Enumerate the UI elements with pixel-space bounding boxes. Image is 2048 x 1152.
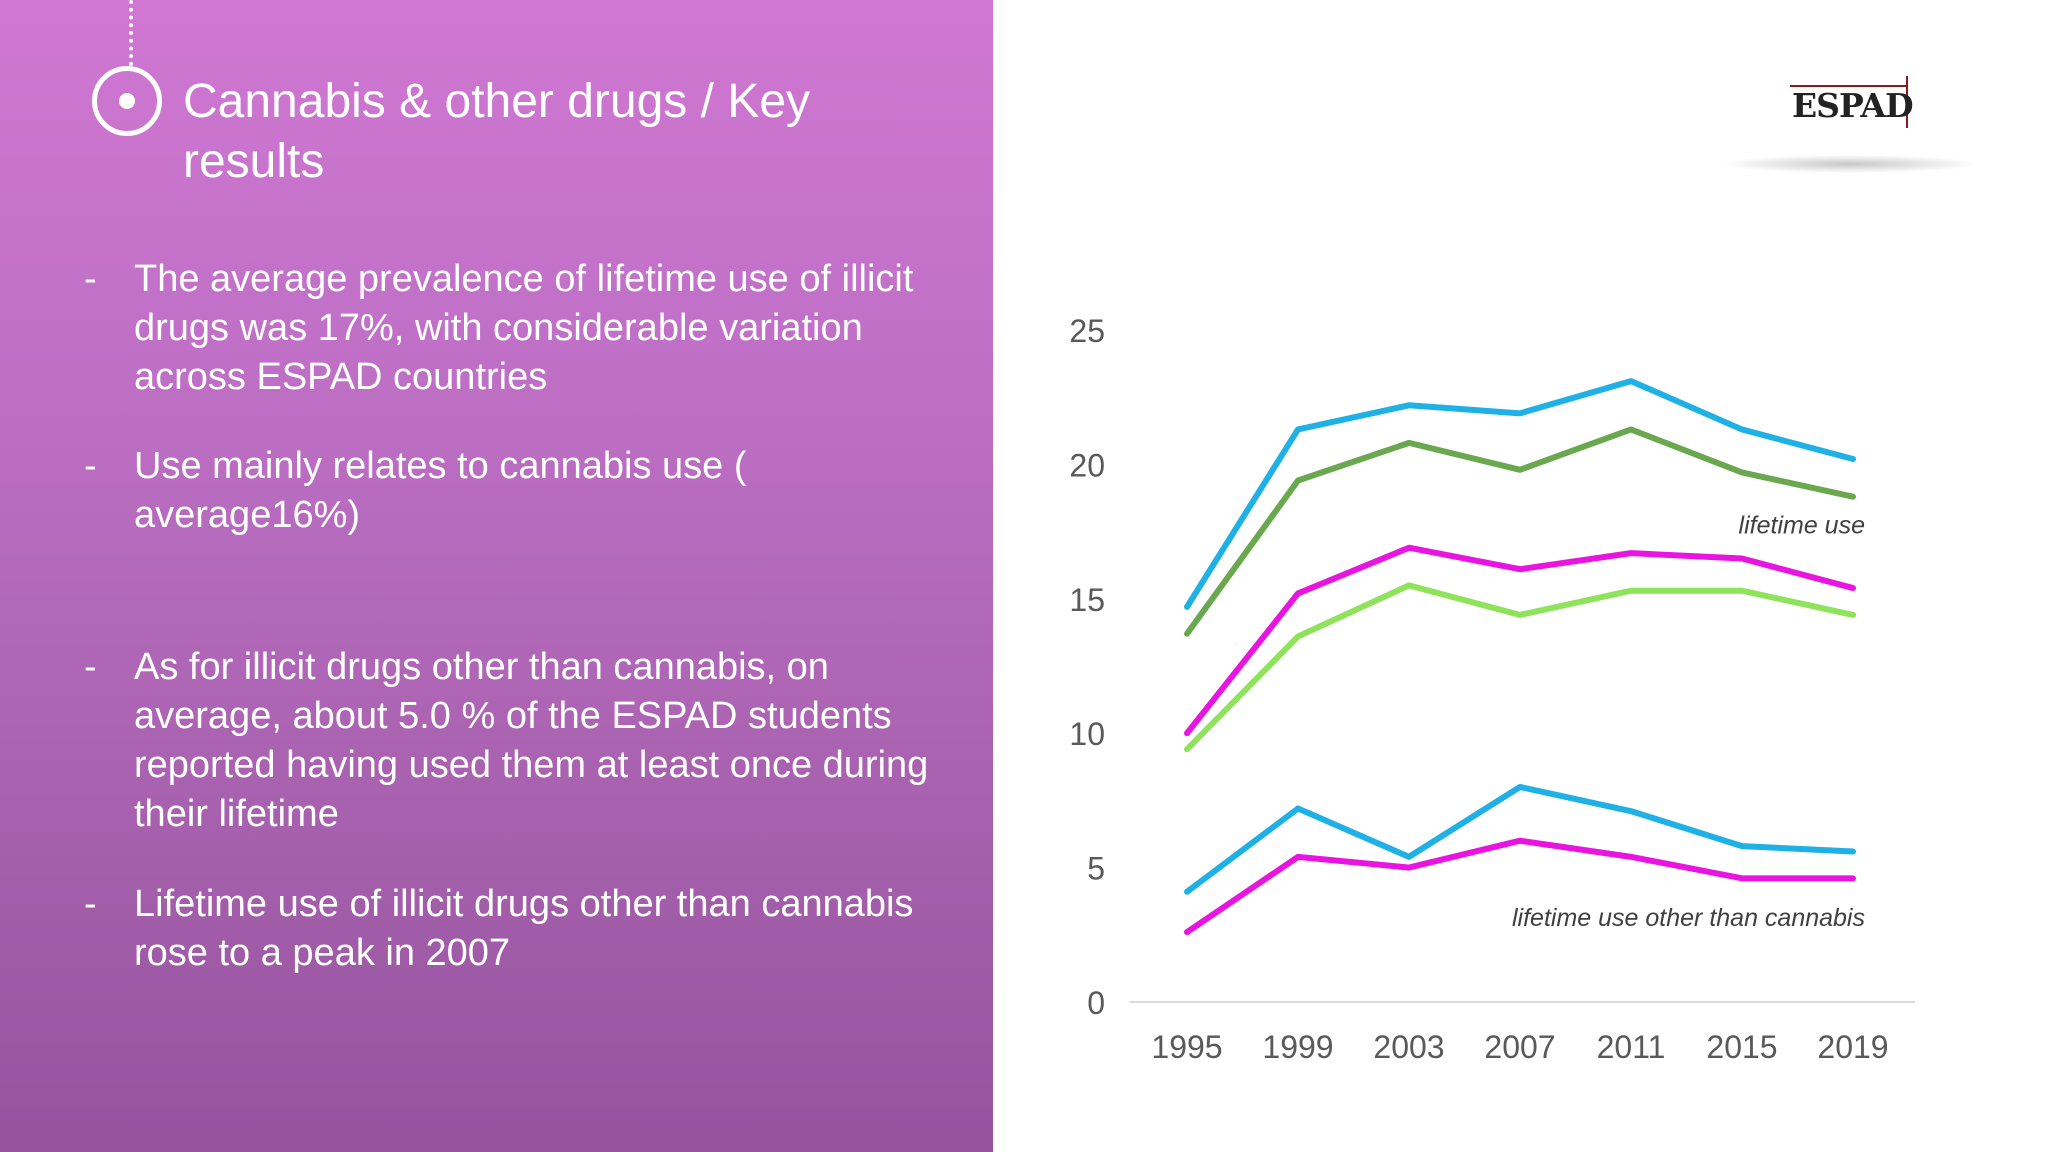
x-tick-label: 1995 [1151,1029,1222,1065]
x-tick-label: 2015 [1706,1029,1777,1065]
bullet-text: As for illicit drugs other than cannabis… [134,646,929,835]
y-tick-label: 15 [1069,582,1105,618]
series-line-2 [1184,426,1856,637]
page-title: Cannabis & other drugs / Key results [183,75,811,188]
line-chart: 0 5 10 15 20 25 1995 1999 2003 2007 2011 2015 2019 li… [1069,313,1915,1065]
series-line-6 [1184,837,1856,936]
bullet-text: Lifetime use of illicit drugs other than… [134,883,914,974]
espad-logo: ESPAD [1780,72,1920,132]
bullet-dash: - [84,445,97,487]
timeline-marker-icon [92,66,162,136]
series-line-3 [1184,544,1856,737]
y-tick-label: 25 [1069,313,1105,349]
y-tick-label: 0 [1087,985,1105,1021]
series-line-4 [1184,582,1856,753]
x-tick-label: 2011 [1597,1029,1666,1065]
marker-dot [119,93,135,109]
logo-shadow [1720,155,1980,173]
left-panel: Cannabis & other drugs / Key results - T… [0,0,993,1152]
x-tick-label: 1999 [1262,1029,1333,1065]
bullet-dash: - [84,883,97,925]
series-line-1 [1184,378,1856,610]
chart-annotation: lifetime use [1739,512,1865,540]
series-line-5 [1184,783,1856,895]
bullet-text: Use mainly relates to cannabis use ( ave… [134,445,747,536]
x-tick-label: 2019 [1817,1029,1888,1065]
logo-text: ESPAD [1792,86,1914,125]
bullet-dash: - [84,258,97,300]
logo-rule [1906,76,1908,128]
timeline-dots [129,0,133,66]
logo-rule [1790,85,1908,87]
x-tick-label: 2003 [1373,1029,1444,1065]
bullet-text: The average prevalence of lifetime use o… [134,258,914,398]
bullet-dash: - [84,646,97,688]
chart-annotation: lifetime use other than cannabis [1512,904,1865,932]
bullet-item: - Use mainly relates to cannabis use ( a… [84,442,964,540]
bullet-item: - Lifetime use of illicit drugs other th… [84,880,964,978]
y-tick-label: 5 [1087,851,1105,887]
bullet-item: - The average prevalence of lifetime use… [84,255,964,402]
x-tick-label: 2007 [1484,1029,1555,1065]
y-tick-label: 10 [1069,716,1105,752]
y-tick-label: 20 [1069,447,1105,483]
bullet-item: - As for illicit drugs other than cannab… [84,643,964,839]
